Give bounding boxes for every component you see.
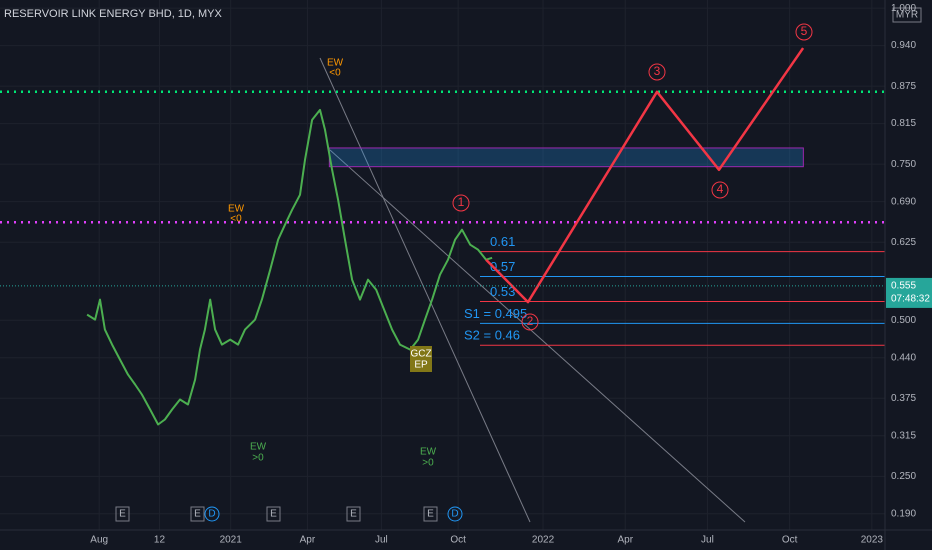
earnings-marker [346, 506, 361, 522]
earnings-label: E [427, 509, 434, 520]
annotation: EW [228, 204, 245, 215]
wave-circle [521, 313, 539, 331]
channel-line [319, 57, 531, 523]
annotation: <0 [329, 68, 341, 79]
y-tick-label: 0.940 [891, 40, 916, 51]
x-tick-label: Apr [300, 535, 316, 546]
wave-label: 4 [717, 182, 724, 196]
earnings-label: E [119, 509, 126, 520]
wave-label: 1 [458, 195, 465, 209]
y-tick-label: 0.440 [891, 352, 916, 363]
signal-badge [410, 346, 432, 372]
event-markers: E E D E E E D [115, 506, 463, 522]
earnings-label: E [350, 509, 357, 520]
dividend-marker [447, 506, 463, 522]
wave-label: 2 [527, 314, 534, 328]
earnings-marker [115, 506, 130, 522]
y-tick-label: 0.690 [891, 196, 916, 207]
dividend-label: D [208, 509, 215, 520]
annotation: GCZ [410, 349, 431, 360]
last-price-badge [886, 277, 932, 308]
x-tick-label: Aug [90, 535, 108, 546]
earnings-marker [266, 506, 281, 522]
wave-circle [648, 63, 666, 81]
currency: MYR [896, 10, 918, 21]
y-tick-label: 0.750 [891, 159, 916, 170]
earnings-marker [190, 506, 205, 522]
wave-projection [485, 47, 805, 304]
earnings-marker [423, 506, 438, 522]
pivot-label: S1 = 0.495 [464, 306, 527, 321]
y-tick-label: 0.500 [891, 315, 916, 326]
x-tick-label: 12 [154, 535, 166, 546]
y-tick-label: 1.000 [891, 3, 916, 14]
wave-circle [452, 194, 470, 212]
x-tick-label: 2022 [532, 535, 555, 546]
x-tick-label: Oct [782, 535, 798, 546]
chart-title: RESERVOIR LINK ENERGY BHD, 1D, MYX [4, 8, 222, 20]
annotation: >0 [252, 453, 264, 464]
earnings-label: E [194, 509, 201, 520]
annotation: >0 [422, 458, 434, 469]
x-tick-label: Jul [701, 535, 714, 546]
y-tick-label: 0.875 [891, 81, 916, 92]
annotation: EP [414, 360, 428, 371]
y-tick-label: 0.190 [891, 508, 916, 519]
channel-line [329, 149, 746, 523]
countdown: 07:48:32 [891, 294, 930, 305]
annotation: EW [250, 442, 267, 453]
annotation: EW [420, 447, 437, 458]
y-tick-label: 0.250 [891, 471, 916, 482]
wave-circle [795, 23, 813, 41]
price-line [86, 108, 493, 426]
axes: 0.190 0.250 0.315 0.375 0.440 0.500 0.625 0.690… [90, 3, 932, 546]
y-tick-label: 0.625 [891, 237, 916, 248]
pivot-label: 0.61 [490, 234, 515, 249]
pivot-label: S2 = 0.46 [464, 328, 520, 343]
dividend-label: D [451, 509, 458, 520]
y-tick-label: 0.375 [891, 393, 916, 404]
x-tick-label: Apr [617, 535, 633, 546]
earnings-label: E [270, 509, 277, 520]
x-tick-label: 2023 [861, 535, 884, 546]
annotation: <0 [230, 214, 242, 225]
last-price-label: 0.555 [891, 281, 916, 292]
wave-label: 5 [801, 24, 808, 38]
y-tick-label: 0.315 [891, 430, 916, 441]
y-tick-label: 0.815 [891, 118, 916, 129]
x-tick-label: Oct [450, 535, 466, 546]
x-tick-label: Jul [375, 535, 388, 546]
currency-box [892, 7, 922, 23]
annotation: EW [327, 58, 344, 69]
dividend-marker [204, 506, 220, 522]
wave-label: 3 [654, 64, 661, 78]
x-tick-label: 2021 [220, 535, 243, 546]
pivot-label: 0.53 [490, 284, 515, 299]
grid [0, 0, 885, 530]
wave-circle [711, 181, 729, 199]
